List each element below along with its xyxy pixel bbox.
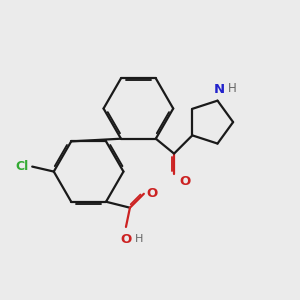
Text: O: O — [120, 233, 132, 246]
Text: O: O — [179, 175, 190, 188]
Text: H: H — [228, 82, 237, 95]
Text: H: H — [135, 234, 144, 244]
Text: Cl: Cl — [16, 160, 29, 173]
Text: N: N — [214, 83, 225, 96]
Text: O: O — [146, 187, 158, 200]
